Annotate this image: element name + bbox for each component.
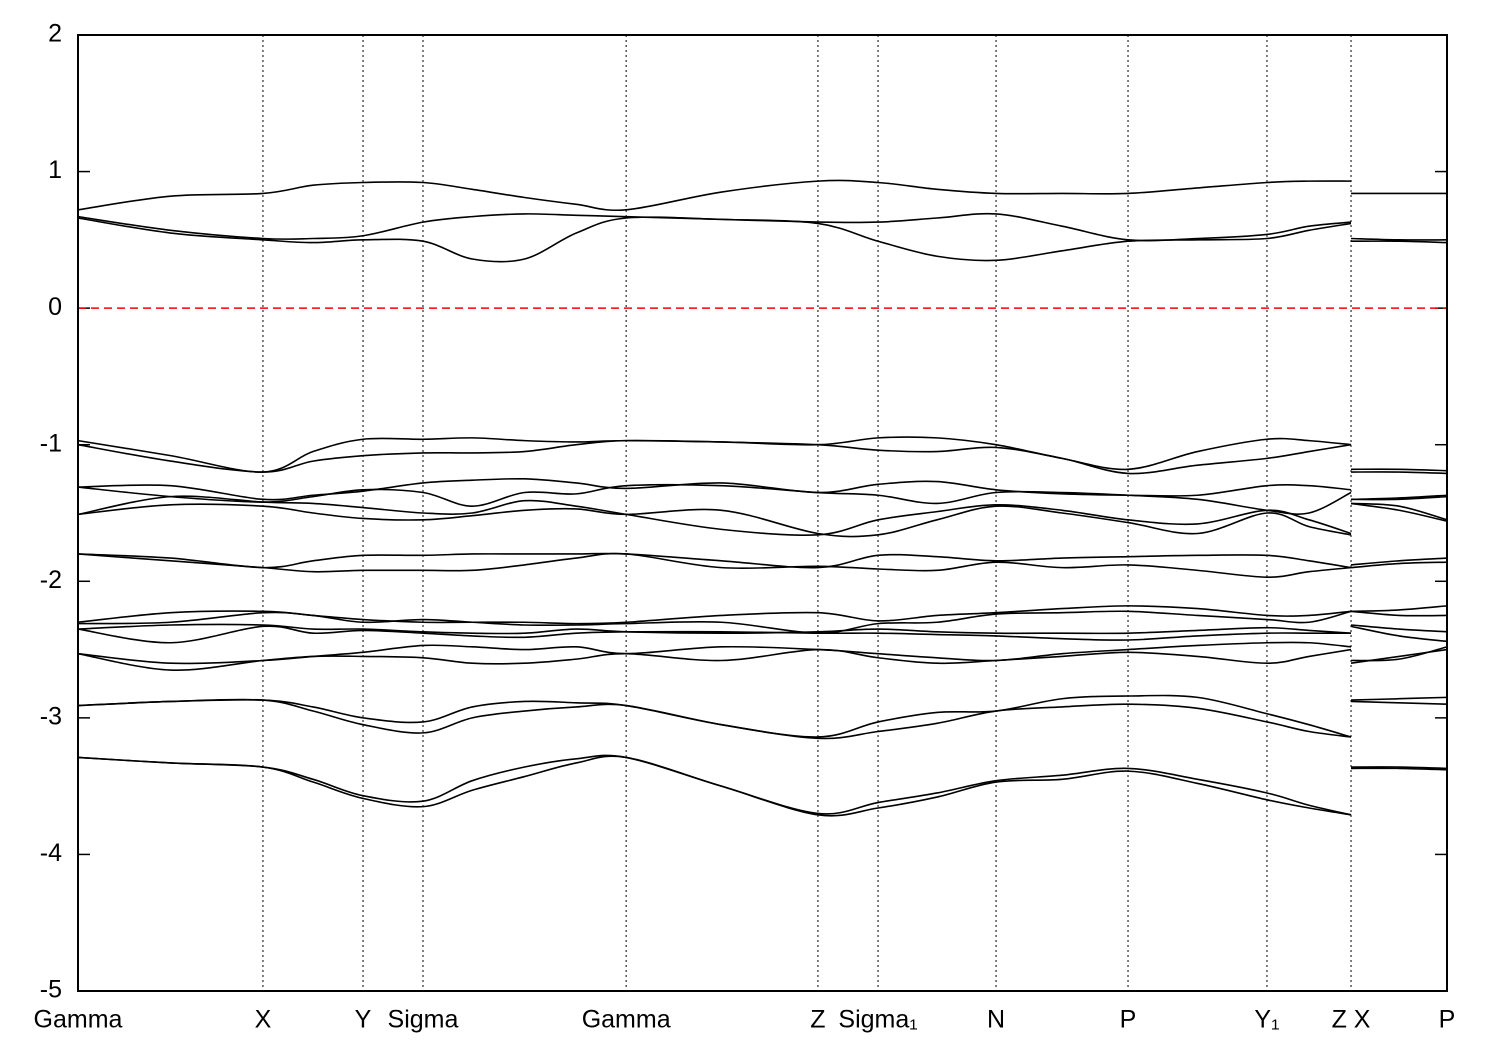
- x-tick-label: Y₁: [1254, 1006, 1279, 1034]
- band-line: [77, 552, 1448, 569]
- band-line: [77, 495, 1448, 537]
- x-tick-label: Sigma: [388, 1006, 459, 1034]
- x-tick-label: Y: [355, 1006, 372, 1034]
- x-tick-label: Gamma: [582, 1006, 671, 1034]
- band-line: [77, 605, 1448, 625]
- band-line: [77, 754, 1448, 816]
- x-tick-label: X: [255, 1006, 272, 1034]
- band-line: [77, 610, 1448, 634]
- y-tick-label: -3: [40, 702, 62, 730]
- band-line: [77, 212, 1448, 242]
- y-tick-label: -4: [40, 839, 62, 867]
- y-tick-label: -5: [40, 976, 62, 1004]
- y-tick-label: -1: [40, 429, 62, 457]
- band-line: [77, 625, 1448, 644]
- band-line: [77, 179, 1447, 212]
- band-line: [77, 477, 1448, 501]
- band-line: [77, 552, 1448, 578]
- band-line: [77, 641, 1448, 665]
- band-line: [77, 698, 1448, 740]
- band-line: [77, 648, 1448, 671]
- y-tick-label: 0: [48, 293, 62, 321]
- x-tick-label: Z X: [1332, 1006, 1371, 1034]
- y-tick-label: 1: [48, 156, 62, 184]
- x-tick-label: P: [1120, 1006, 1137, 1034]
- band-line: [77, 755, 1448, 817]
- x-tick-label: Gamma: [34, 1006, 123, 1034]
- x-tick-label: Sigma₁: [838, 1006, 917, 1034]
- x-tick-label: P: [1439, 1006, 1456, 1034]
- band-line: [77, 483, 1448, 515]
- y-tick-label: -2: [40, 566, 62, 594]
- x-tick-label: Z: [810, 1006, 825, 1034]
- band-line: [77, 216, 1448, 263]
- y-tick-label: 2: [48, 20, 62, 48]
- band-line: [77, 502, 1448, 538]
- band-line: [77, 623, 1448, 635]
- x-tick-label: N: [987, 1006, 1005, 1034]
- plot-frame: [77, 34, 1448, 992]
- band-line: [77, 439, 1448, 475]
